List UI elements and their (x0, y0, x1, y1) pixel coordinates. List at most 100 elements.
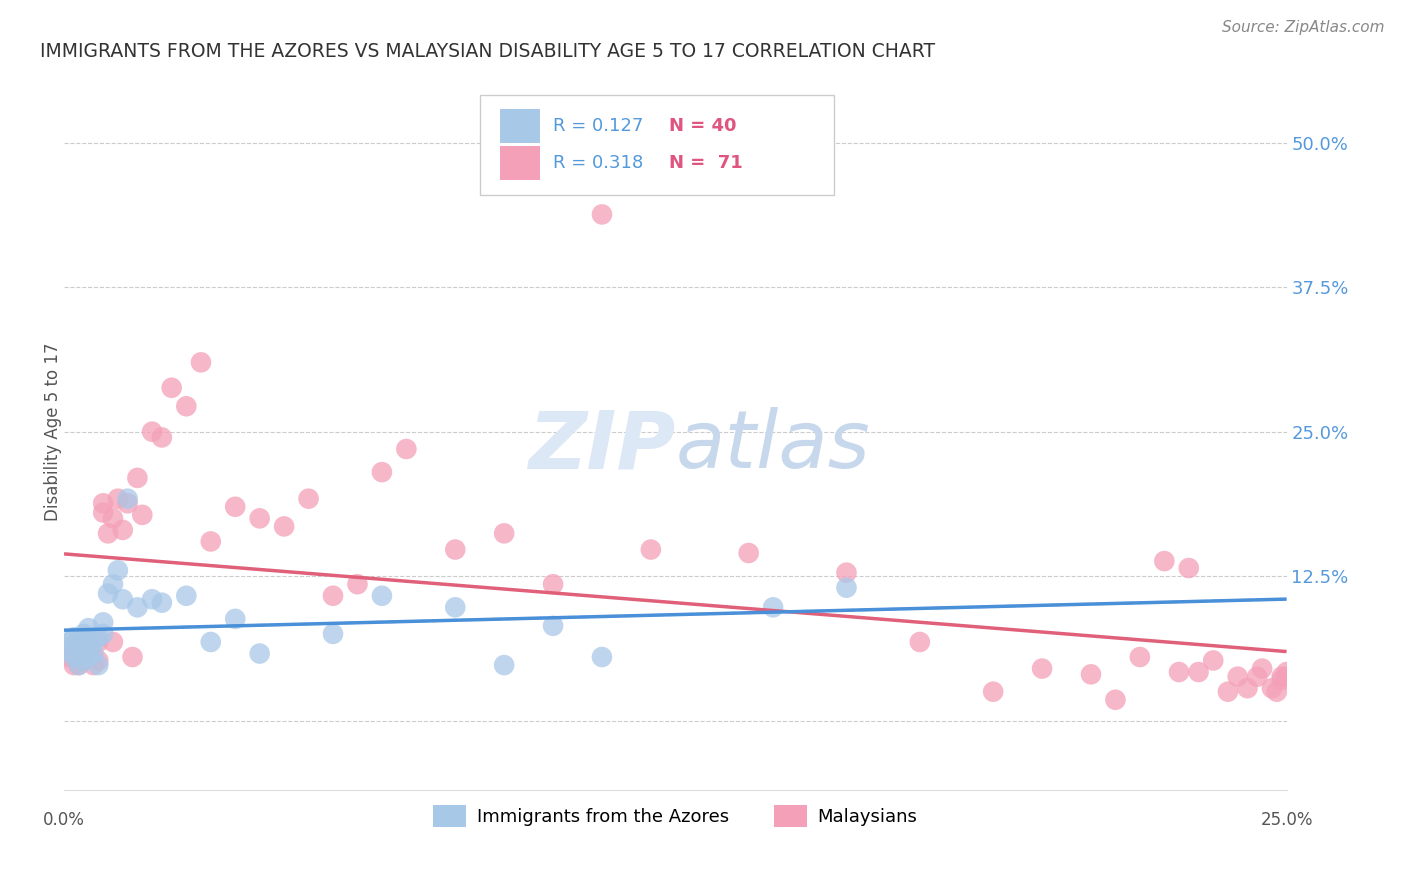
Point (117, 491, 139, 506)
Point (77, 639, 100, 653)
Text: N = 40: N = 40 (669, 117, 737, 135)
Point (87, 658, 110, 673)
Point (908, 635, 931, 649)
Point (1226, 670, 1249, 684)
Point (87, 653, 110, 667)
Point (111, 523, 134, 537)
Point (58, 650, 80, 665)
FancyBboxPatch shape (501, 109, 540, 143)
Text: 25.0%: 25.0% (1260, 811, 1313, 829)
Point (190, 355, 212, 369)
Point (87, 635, 110, 649)
Point (63, 631, 86, 645)
Point (67, 658, 90, 673)
Point (1104, 693, 1126, 707)
Point (1187, 665, 1209, 679)
Point (1216, 684, 1239, 698)
Point (346, 577, 368, 591)
FancyBboxPatch shape (501, 145, 540, 180)
Text: Source: ZipAtlas.com: Source: ZipAtlas.com (1222, 20, 1385, 35)
Point (111, 592, 134, 607)
FancyBboxPatch shape (479, 95, 834, 195)
Point (63, 650, 86, 665)
Point (117, 496, 139, 510)
Point (67, 635, 90, 649)
Point (640, 542, 662, 557)
Point (1129, 650, 1152, 665)
Point (224, 500, 246, 514)
Point (835, 566, 858, 580)
Point (58, 644, 80, 658)
Point (63, 658, 86, 673)
Point (72, 627, 94, 641)
Point (494, 526, 516, 541)
Point (150, 430, 173, 444)
Point (835, 581, 858, 595)
Point (91, 627, 114, 641)
Point (121, 650, 143, 665)
Point (1178, 561, 1201, 575)
Point (371, 465, 394, 479)
Point (77, 647, 100, 661)
Point (541, 619, 564, 633)
Point (176, 399, 198, 413)
Point (141, 425, 163, 439)
Point (1275, 665, 1298, 679)
Point (87, 631, 110, 645)
Point (1271, 673, 1294, 687)
Point (91, 506, 114, 520)
Y-axis label: Disability Age 5 to 17: Disability Age 5 to 17 (44, 343, 62, 521)
Point (63, 639, 86, 653)
Point (141, 592, 163, 607)
Point (444, 542, 467, 557)
Point (591, 207, 613, 221)
Text: R = 0.127: R = 0.127 (553, 117, 644, 135)
Point (322, 627, 344, 641)
Point (1265, 684, 1288, 698)
Point (273, 519, 295, 533)
Point (127, 471, 149, 485)
Point (97, 526, 120, 541)
Point (97, 586, 120, 600)
Point (91, 615, 114, 630)
Legend: Immigrants from the Azores, Malaysians: Immigrants from the Azores, Malaysians (426, 798, 925, 835)
Point (1202, 653, 1225, 667)
Point (127, 600, 149, 615)
Point (200, 635, 222, 649)
Point (444, 600, 467, 615)
Point (1251, 662, 1274, 676)
Point (101, 635, 124, 649)
Point (82, 635, 104, 649)
Point (82, 631, 104, 645)
Point (63, 650, 86, 665)
Point (1275, 670, 1298, 684)
Point (1236, 681, 1258, 696)
Point (58, 644, 80, 658)
Point (107, 563, 129, 577)
Point (82, 647, 104, 661)
Point (762, 600, 785, 615)
Point (494, 658, 516, 673)
Point (371, 589, 394, 603)
Text: N =  71: N = 71 (669, 154, 742, 172)
Text: IMMIGRANTS FROM THE AZORES VS MALAYSIAN DISABILITY AGE 5 TO 17 CORRELATION CHART: IMMIGRANTS FROM THE AZORES VS MALAYSIAN … (39, 42, 935, 61)
Point (67, 647, 90, 661)
Point (591, 650, 613, 665)
Point (67, 647, 90, 661)
Point (91, 496, 114, 510)
Point (737, 546, 759, 560)
Point (101, 577, 124, 591)
Point (224, 612, 246, 626)
Text: ZIP: ZIP (527, 407, 675, 485)
Point (395, 442, 418, 456)
Point (1261, 681, 1284, 696)
Point (1031, 662, 1053, 676)
Point (1080, 667, 1102, 681)
Point (72, 644, 94, 658)
Point (77, 621, 100, 635)
Point (67, 632, 90, 647)
Point (1246, 670, 1268, 684)
Point (131, 508, 153, 522)
Point (1168, 665, 1191, 679)
Point (249, 511, 271, 525)
